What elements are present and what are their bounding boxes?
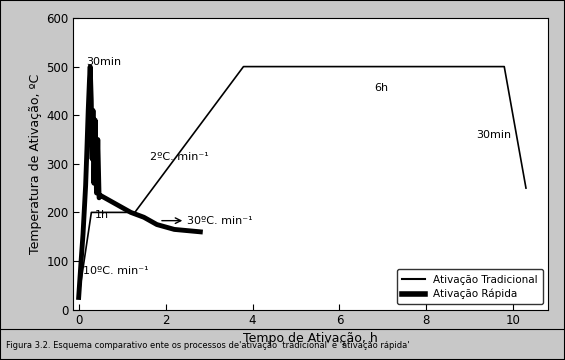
Text: 30min: 30min [86,57,121,67]
Y-axis label: Temperatura de Ativação, ºC: Temperatura de Ativação, ºC [29,74,42,254]
Text: 10ºC. min⁻¹: 10ºC. min⁻¹ [83,266,149,276]
Text: 1h: 1h [95,210,109,220]
Text: Figura 3.2. Esquema comparativo ente os processos de'ativação  tradicional' e 'a: Figura 3.2. Esquema comparativo ente os … [6,341,409,350]
Text: 2ºC. min⁻¹: 2ºC. min⁻¹ [150,152,209,162]
Text: 30ºC. min⁻¹: 30ºC. min⁻¹ [188,216,253,226]
Text: 6h: 6h [374,84,388,94]
X-axis label: Tempo de Ativação, h: Tempo de Ativação, h [244,332,378,345]
Text: 30min: 30min [476,130,511,140]
Legend: Ativação Tradicional, Ativação Rápida: Ativação Tradicional, Ativação Rápida [397,269,543,305]
